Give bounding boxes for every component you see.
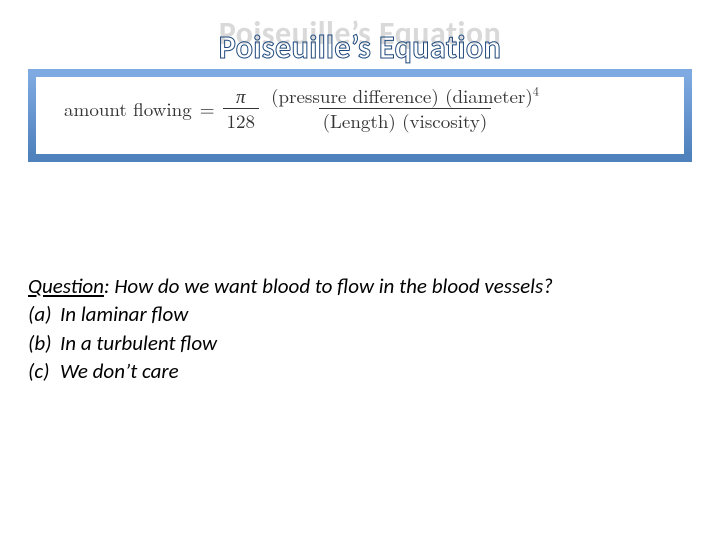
- numerator-part-a: (pressure difference): [271, 82, 439, 109]
- equation-main-fraction: (pressure difference) (diameter)4 (Lengt…: [267, 85, 543, 132]
- option-b: (b)In a turbulent flow: [28, 329, 553, 357]
- denominator-part-b: (viscosity): [402, 107, 487, 134]
- constant-numerator: π: [232, 85, 250, 108]
- option-a-text: In laminar flow: [60, 301, 188, 327]
- equation-box-wrap: amount flowing = π 128 (pressure differe…: [28, 69, 692, 162]
- question-line: Question: How do we want blood to flow i…: [28, 272, 553, 300]
- constant-denominator: 128: [223, 108, 260, 132]
- main-denominator: (Length) (viscosity): [319, 108, 492, 132]
- equation-box: amount flowing = π 128 (pressure differe…: [28, 69, 692, 162]
- option-c-label: (c): [28, 357, 60, 385]
- equation-lhs: amount flowing: [64, 95, 192, 122]
- question-text: : How do we want blood to flow in the bl…: [104, 273, 553, 299]
- option-a-label: (a): [28, 300, 60, 328]
- option-c: (c)We don’t care: [28, 357, 553, 385]
- option-b-text: In a turbulent flow: [60, 330, 217, 356]
- option-b-label: (b): [28, 329, 60, 357]
- slide-title-outline: Poiseuille’s Equation: [0, 28, 720, 67]
- question-label: Question: [28, 273, 104, 299]
- option-a: (a)In laminar flow: [28, 300, 553, 328]
- main-numerator: (pressure difference) (diameter)4: [267, 85, 543, 108]
- equation-equals: =: [200, 95, 215, 122]
- question-block: Question: How do we want blood to flow i…: [28, 272, 553, 385]
- denominator-part-a: (Length): [323, 107, 396, 134]
- option-c-text: We don’t care: [60, 358, 179, 384]
- poiseuille-equation: amount flowing = π 128 (pressure differe…: [46, 85, 674, 132]
- numerator-part-b: (diameter): [445, 82, 533, 109]
- numerator-exponent: 4: [533, 82, 539, 100]
- equation-constant-fraction: π 128: [223, 85, 260, 132]
